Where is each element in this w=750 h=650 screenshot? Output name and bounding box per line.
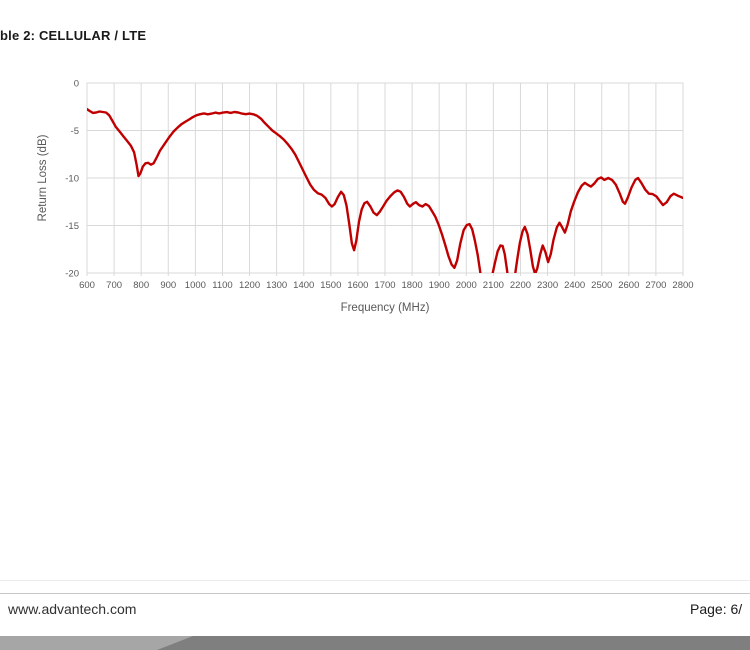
x-tick-label: 1500 (320, 280, 341, 291)
faint-rule (0, 580, 750, 581)
x-tick-label: 900 (160, 280, 176, 291)
x-tick-label: 2100 (483, 280, 504, 291)
x-tick-label: 2200 (510, 280, 531, 291)
y-tick-label: -5 (71, 126, 79, 137)
x-tick-label: 800 (133, 280, 149, 291)
page-title: ble 2: CELLULAR / LTE (0, 28, 147, 43)
y-tick-label: -20 (65, 269, 79, 280)
x-tick-label: 1300 (266, 280, 287, 291)
x-tick-label: 1600 (347, 280, 368, 291)
x-tick-label: 1900 (429, 280, 450, 291)
x-tick-label: 700 (106, 280, 122, 291)
series-line (87, 107, 683, 273)
y-tick-label: -15 (65, 221, 79, 232)
y-axis-title: Return Loss (dB) (37, 134, 49, 221)
x-tick-label: 1700 (374, 280, 395, 291)
x-tick-label: 2800 (672, 280, 693, 291)
x-tick-label: 1200 (239, 280, 260, 291)
x-tick-label: 1400 (293, 280, 314, 291)
x-tick-label: 2300 (537, 280, 558, 291)
x-tick-label: 2400 (564, 280, 585, 291)
x-tick-label: 2600 (618, 280, 639, 291)
return-loss-chart: 600 700 800 900 1000 1100 1200 1300 1400 1500 1600… (37, 79, 694, 315)
x-tick-label: 2000 (456, 280, 477, 291)
footer-divider (0, 593, 750, 594)
x-tick-label: 2500 (591, 280, 612, 291)
x-tick-label: 1800 (402, 280, 423, 291)
series-layer (87, 107, 683, 273)
y-tick-label: -10 (65, 174, 79, 185)
footer-website-link[interactable]: www.advantech.com (8, 601, 137, 617)
x-tick-label: 1100 (212, 280, 232, 291)
page-edge-band-light (0, 636, 193, 650)
x-tick-label: 2700 (645, 280, 666, 291)
x-axis-title: Frequency (MHz) (341, 302, 430, 314)
chart-canvas: 600 700 800 900 1000 1100 1200 1300 1400 1500 1600… (37, 79, 694, 315)
tick-layer: 600 700 800 900 1000 1100 1200 1300 1400 1500 1600… (65, 79, 693, 292)
footer-page-number: Page: 6/ (690, 601, 743, 617)
grid-layer (86, 82, 684, 274)
y-tick-label: 0 (74, 79, 79, 90)
x-tick-label: 1000 (185, 280, 206, 291)
page-edge-band (0, 636, 750, 650)
x-tick-label: 600 (79, 280, 95, 291)
